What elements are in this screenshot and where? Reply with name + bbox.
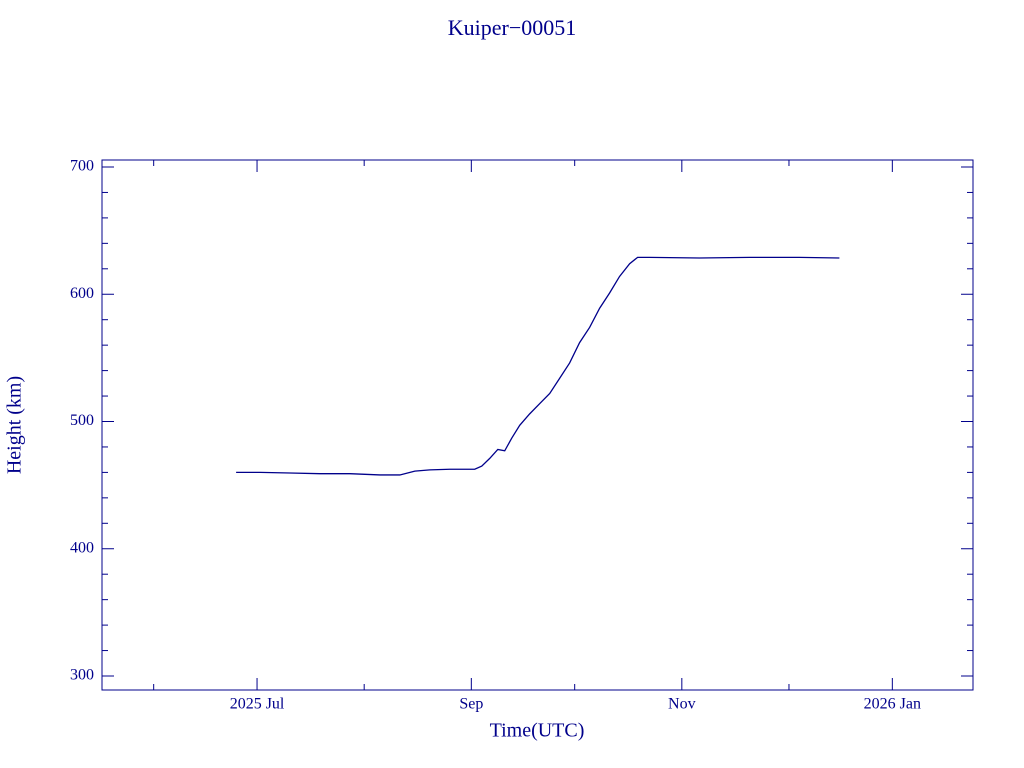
plot-frame <box>101 159 974 691</box>
x-tick-label: Sep <box>459 696 483 713</box>
y-tick-label: 500 <box>70 412 94 429</box>
y-tick-label: 700 <box>70 158 94 175</box>
y-axis-label: Height (km) <box>4 376 26 474</box>
x-tick-label: 2026 Jan <box>864 696 921 713</box>
data-line <box>236 256 840 476</box>
y-tick-label: 300 <box>70 667 94 684</box>
x-axis-label: Time(UTC) <box>490 720 585 742</box>
y-tick-label: 400 <box>70 539 94 556</box>
x-tick-label: Nov <box>668 696 696 713</box>
x-tick-label: 2025 Jul <box>230 696 285 713</box>
y-tick-label: 600 <box>70 285 94 302</box>
chart-title: Kuiper−00051 <box>448 15 577 40</box>
